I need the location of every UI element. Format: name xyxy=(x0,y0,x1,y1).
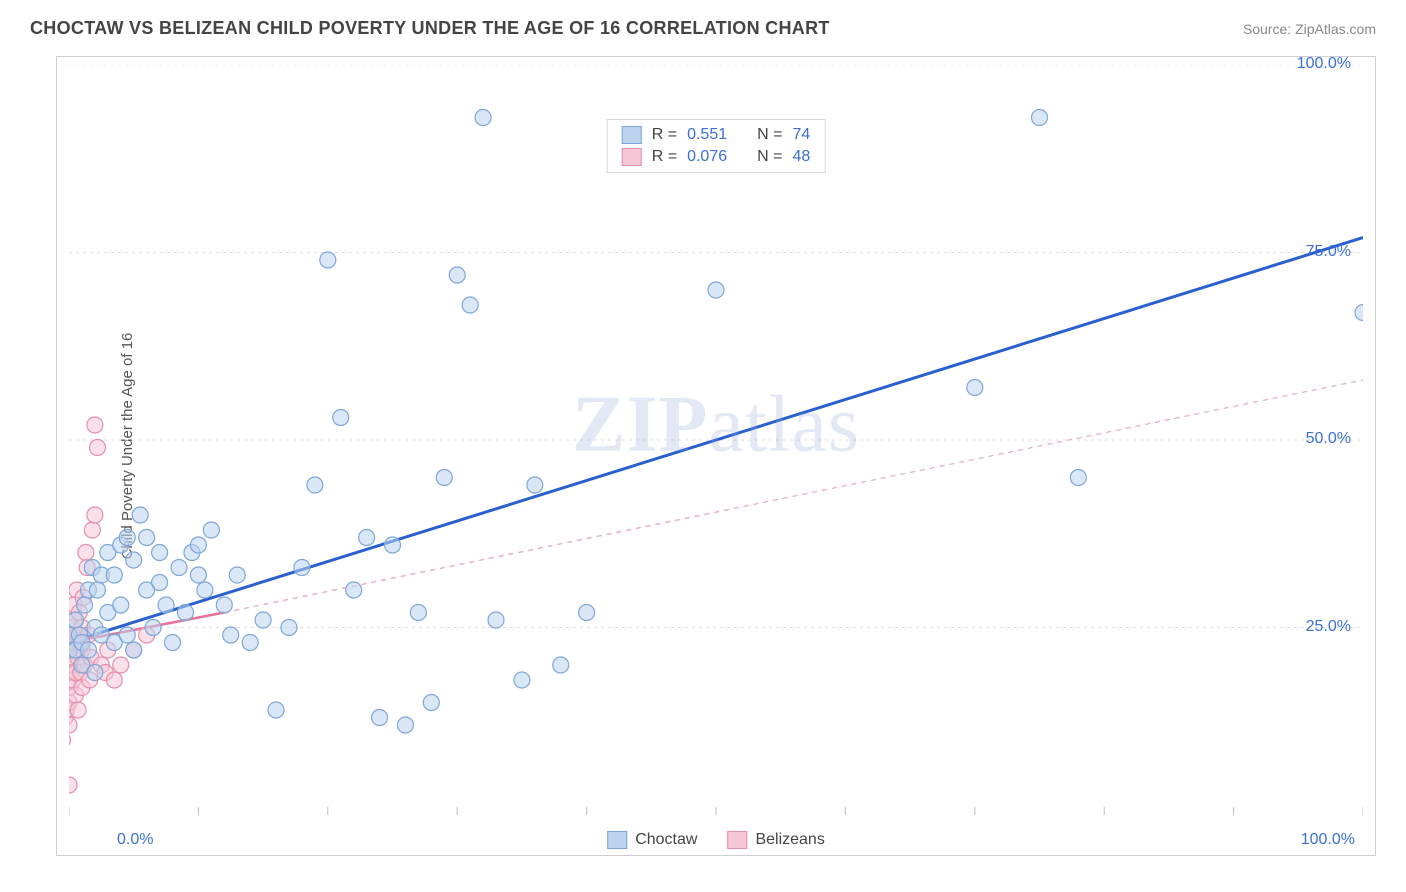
swatch-belizeans xyxy=(622,148,642,166)
legend-label: Choctaw xyxy=(635,831,697,849)
legend-label: Belizeans xyxy=(755,831,824,849)
y-tick-label: 100.0% xyxy=(1297,55,1351,73)
stats-legend: R = 0.551 N = 74 R = 0.076 N = 48 xyxy=(607,119,826,173)
scatter-plot-svg xyxy=(69,65,1363,815)
x-axis-max-label: 100.0% xyxy=(1301,831,1355,849)
y-tick-label: 50.0% xyxy=(1306,430,1351,448)
chart-title: CHOCTAW VS BELIZEAN CHILD POVERTY UNDER … xyxy=(30,18,830,39)
swatch-belizeans xyxy=(727,831,747,849)
header: CHOCTAW VS BELIZEAN CHILD POVERTY UNDER … xyxy=(0,0,1406,49)
series-legend: Choctaw Belizeans xyxy=(607,831,825,849)
y-tick-label: 25.0% xyxy=(1306,618,1351,636)
swatch-choctaw xyxy=(607,831,627,849)
legend-item-choctaw: Choctaw xyxy=(607,831,697,849)
swatch-choctaw xyxy=(622,126,642,144)
stats-row-choctaw: R = 0.551 N = 74 xyxy=(608,124,825,146)
chart-frame: ZIPatlas 25.0% 50.0% 75.0% 100.0% R = 0.… xyxy=(56,56,1376,856)
stats-row-belizeans: R = 0.076 N = 48 xyxy=(608,146,825,168)
source-attribution: Source: ZipAtlas.com xyxy=(1243,21,1376,37)
plot-area: ZIPatlas xyxy=(69,65,1363,815)
y-tick-label: 75.0% xyxy=(1306,243,1351,261)
x-axis-min-label: 0.0% xyxy=(117,831,153,849)
legend-item-belizeans: Belizeans xyxy=(727,831,824,849)
